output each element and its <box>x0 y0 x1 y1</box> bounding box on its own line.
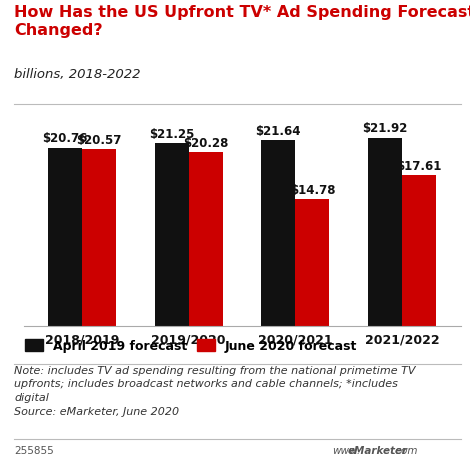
Text: 255855: 255855 <box>14 446 54 457</box>
Bar <box>295 199 329 326</box>
Text: How Has the US Upfront TV* Ad Spending Forecast
Changed?: How Has the US Upfront TV* Ad Spending F… <box>14 5 470 38</box>
Bar <box>368 138 402 326</box>
Text: $20.76: $20.76 <box>42 132 88 145</box>
Text: $21.25: $21.25 <box>149 128 195 141</box>
Legend: April 2019 forecast, June 2020 forecast: April 2019 forecast, June 2020 forecast <box>20 334 362 358</box>
Bar <box>155 144 189 326</box>
Text: $14.78: $14.78 <box>290 184 335 197</box>
Text: $20.28: $20.28 <box>183 137 228 150</box>
Bar <box>402 175 436 326</box>
Text: .com: .com <box>392 446 418 457</box>
Bar <box>82 149 116 326</box>
Text: $17.61: $17.61 <box>396 160 442 173</box>
Text: Note: includes TV ad spending resulting from the national primetime TV
upfronts;: Note: includes TV ad spending resulting … <box>14 366 415 417</box>
Text: www.: www. <box>332 446 360 457</box>
Text: billions, 2018-2022: billions, 2018-2022 <box>14 68 141 81</box>
Bar <box>189 152 223 326</box>
Text: $21.64: $21.64 <box>256 125 301 138</box>
Text: $21.92: $21.92 <box>362 123 407 136</box>
Text: eMarketer: eMarketer <box>348 446 408 457</box>
Text: $20.57: $20.57 <box>77 134 122 147</box>
Bar <box>48 148 82 326</box>
Bar <box>261 140 295 326</box>
